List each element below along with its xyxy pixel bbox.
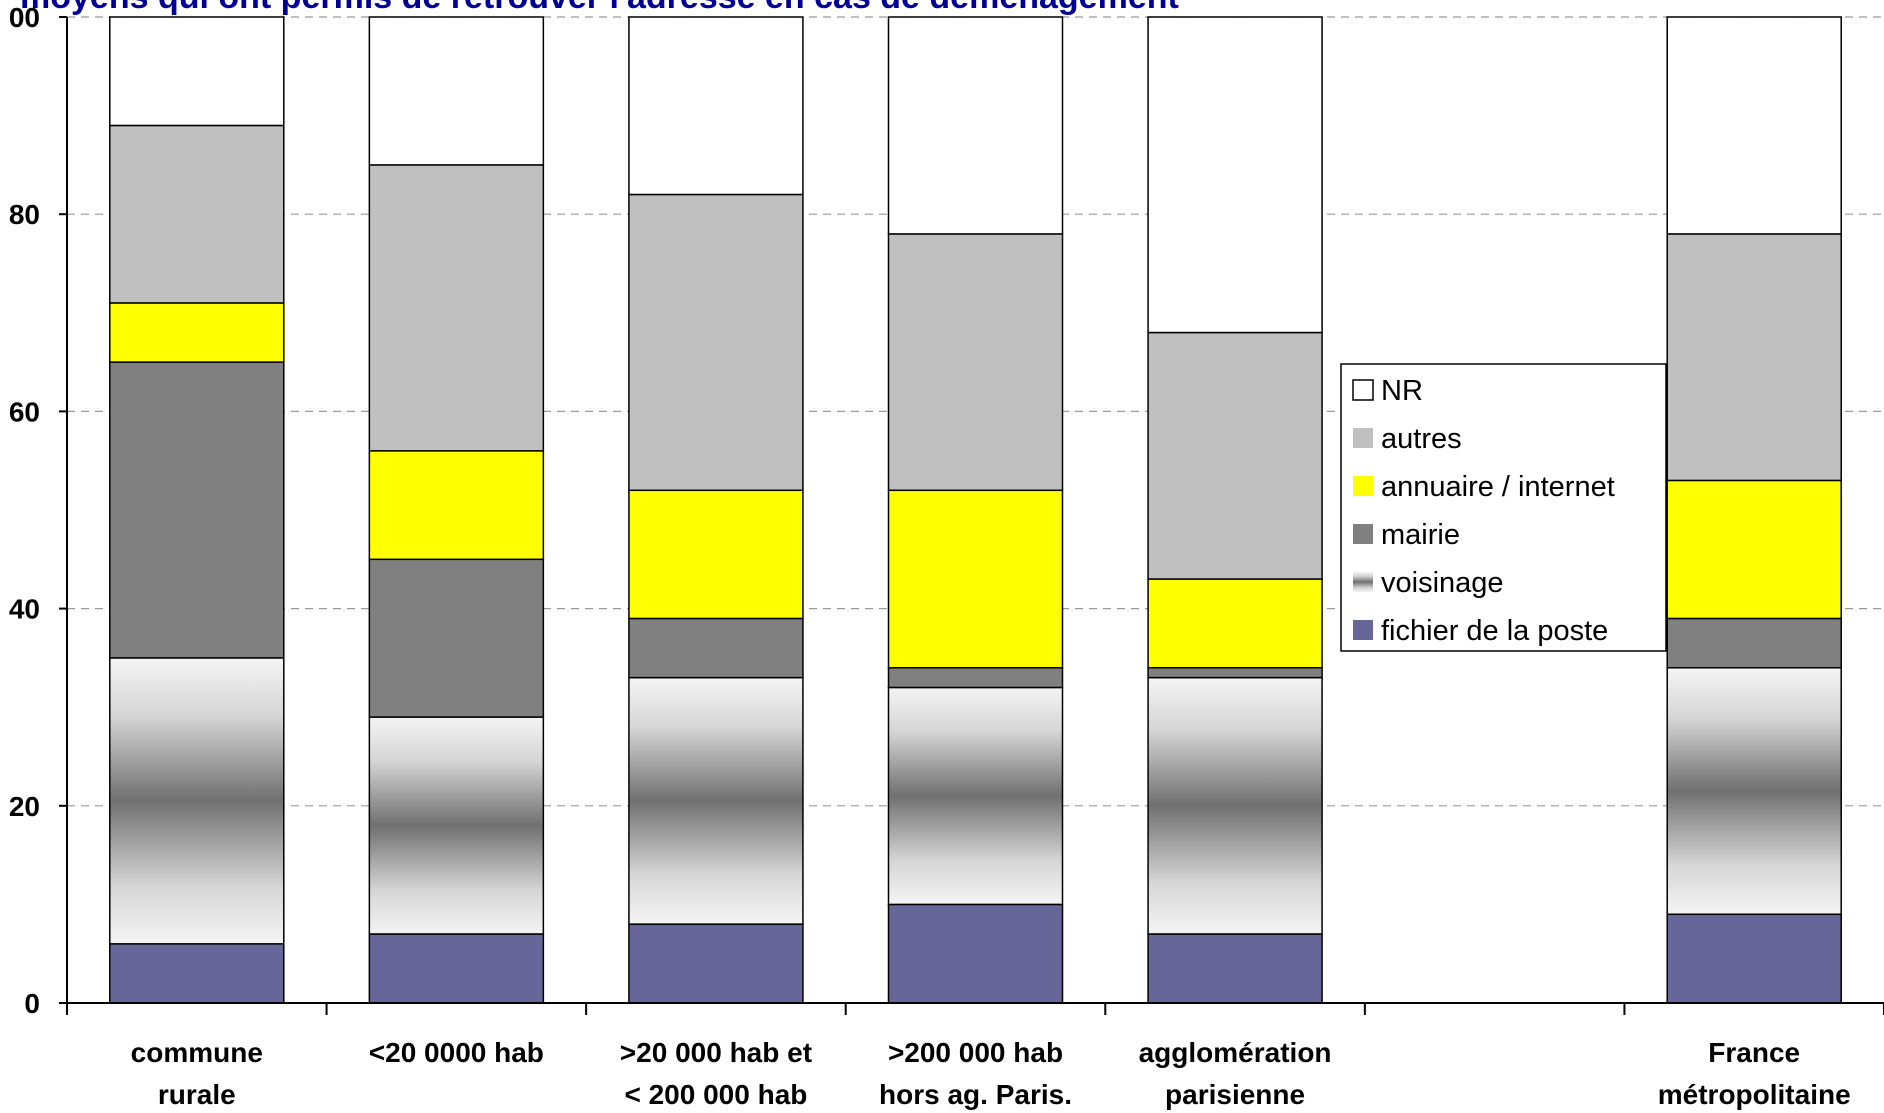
bar-segment-fichier-de-la-poste-1 bbox=[368, 933, 545, 1004]
legend-box bbox=[1340, 363, 1667, 652]
y-tick-label-60: 60 bbox=[9, 396, 40, 427]
bar-segment-voisinage-6 bbox=[1666, 667, 1842, 916]
legend-label-fichier-de-la-poste: fichier de la poste bbox=[1381, 615, 1608, 647]
x-tick-label-6-0: France bbox=[1708, 1037, 1800, 1068]
bar-segment-nr-2 bbox=[628, 16, 804, 196]
x-tick-label-3-1: hors ag. Paris. bbox=[879, 1079, 1072, 1110]
bar-segment-voisinage-2 bbox=[628, 676, 804, 925]
x-tick-label-0-0: commune bbox=[131, 1037, 263, 1068]
bar-segment-nr-1 bbox=[368, 16, 545, 166]
bar-segment-mairie-1 bbox=[368, 558, 545, 718]
bar-segment-mairie-4 bbox=[1147, 667, 1323, 679]
x-tick-label-2-1: < 200 000 hab bbox=[624, 1079, 807, 1110]
legend-label-annuaire-internet: annuaire / internet bbox=[1381, 471, 1615, 503]
bar-segment-annuaire-internet-1 bbox=[368, 450, 545, 561]
legend-swatch-annuaire-internet bbox=[1353, 476, 1373, 496]
bar-segment-fichier-de-la-poste-2 bbox=[628, 923, 804, 1004]
legend: NR autres annuaire / internet mairie voisina… bbox=[1340, 363, 1667, 652]
bar-segment-annuaire-internet-3 bbox=[887, 489, 1064, 669]
bar-segment-nr-0 bbox=[109, 16, 285, 127]
legend-label-autres: autres bbox=[1381, 423, 1462, 455]
legend-label-mairie: mairie bbox=[1381, 519, 1460, 551]
bar-segment-fichier-de-la-poste-0 bbox=[109, 943, 285, 1004]
bar-segment-nr-4 bbox=[1147, 16, 1323, 334]
bar-segment-autres-4 bbox=[1147, 331, 1323, 580]
chart-title: moyens qui ont permis de retrouver l'adr… bbox=[20, 0, 1179, 16]
x-tick-label-6-1: métropolitaine bbox=[1658, 1079, 1851, 1110]
x-tick-label-4-1: parisienne bbox=[1165, 1079, 1305, 1110]
legend-swatch-voisinage bbox=[1353, 572, 1373, 592]
bar-segment-voisinage-4 bbox=[1147, 676, 1323, 935]
x-tick-label-1-0: <20 0000 hab bbox=[369, 1037, 544, 1068]
bar-segment-voisinage-0 bbox=[109, 657, 285, 945]
bar-segment-autres-1 bbox=[368, 164, 545, 452]
bar-segment-autres-6 bbox=[1666, 233, 1842, 482]
bar-segment-autres-0 bbox=[109, 124, 285, 304]
x-tick-label-0-1: rurale bbox=[158, 1079, 236, 1110]
bar-segment-voisinage-3 bbox=[887, 686, 1064, 906]
legend-swatch-autres bbox=[1353, 428, 1373, 448]
bar-segment-autres-3 bbox=[887, 233, 1064, 492]
bars bbox=[109, 16, 1842, 1004]
bar-segment-annuaire-internet-4 bbox=[1147, 578, 1323, 669]
y-tick-label-20: 20 bbox=[9, 791, 40, 822]
bar-segment-voisinage-1 bbox=[368, 716, 545, 935]
legend-swatch-mairie bbox=[1353, 524, 1373, 544]
bar-segment-mairie-3 bbox=[887, 667, 1064, 689]
bar-segment-nr-6 bbox=[1666, 16, 1842, 235]
x-tick-label-3-0: >200 000 hab bbox=[888, 1037, 1063, 1068]
y-tick-label-80: 80 bbox=[9, 199, 40, 230]
bar-segment-mairie-2 bbox=[628, 617, 804, 679]
bar-segment-annuaire-internet-0 bbox=[109, 302, 285, 363]
y-tick-label-100: 00 bbox=[9, 2, 40, 33]
y-tick-label-0: 0 bbox=[24, 988, 40, 1019]
bar-segment-autres-2 bbox=[628, 193, 804, 492]
legend-swatch-fichier-de-la-poste bbox=[1353, 620, 1373, 640]
bar-segment-mairie-0 bbox=[109, 361, 285, 659]
bar-segment-annuaire-internet-6 bbox=[1666, 479, 1842, 620]
legend-label-nr: NR bbox=[1381, 375, 1423, 407]
x-tick-label-4-0: agglomération bbox=[1139, 1037, 1332, 1068]
bar-segment-fichier-de-la-poste-4 bbox=[1147, 933, 1323, 1004]
axes: 0 20 40 60 80 00 commune rurale <20 0000 hab >20 … bbox=[9, 2, 1884, 1110]
bar-segment-fichier-de-la-poste-3 bbox=[887, 903, 1064, 1004]
legend-label-voisinage: voisinage bbox=[1381, 567, 1504, 599]
y-tick-label-40: 40 bbox=[9, 594, 40, 625]
bar-segment-mairie-6 bbox=[1666, 617, 1842, 669]
bar-segment-annuaire-internet-2 bbox=[628, 489, 804, 620]
bar-segment-nr-3 bbox=[887, 16, 1064, 235]
x-tick-label-2-0: >20 000 hab et bbox=[620, 1037, 812, 1068]
legend-swatch-nr bbox=[1352, 379, 1374, 401]
bar-segment-fichier-de-la-poste-6 bbox=[1666, 913, 1842, 1004]
